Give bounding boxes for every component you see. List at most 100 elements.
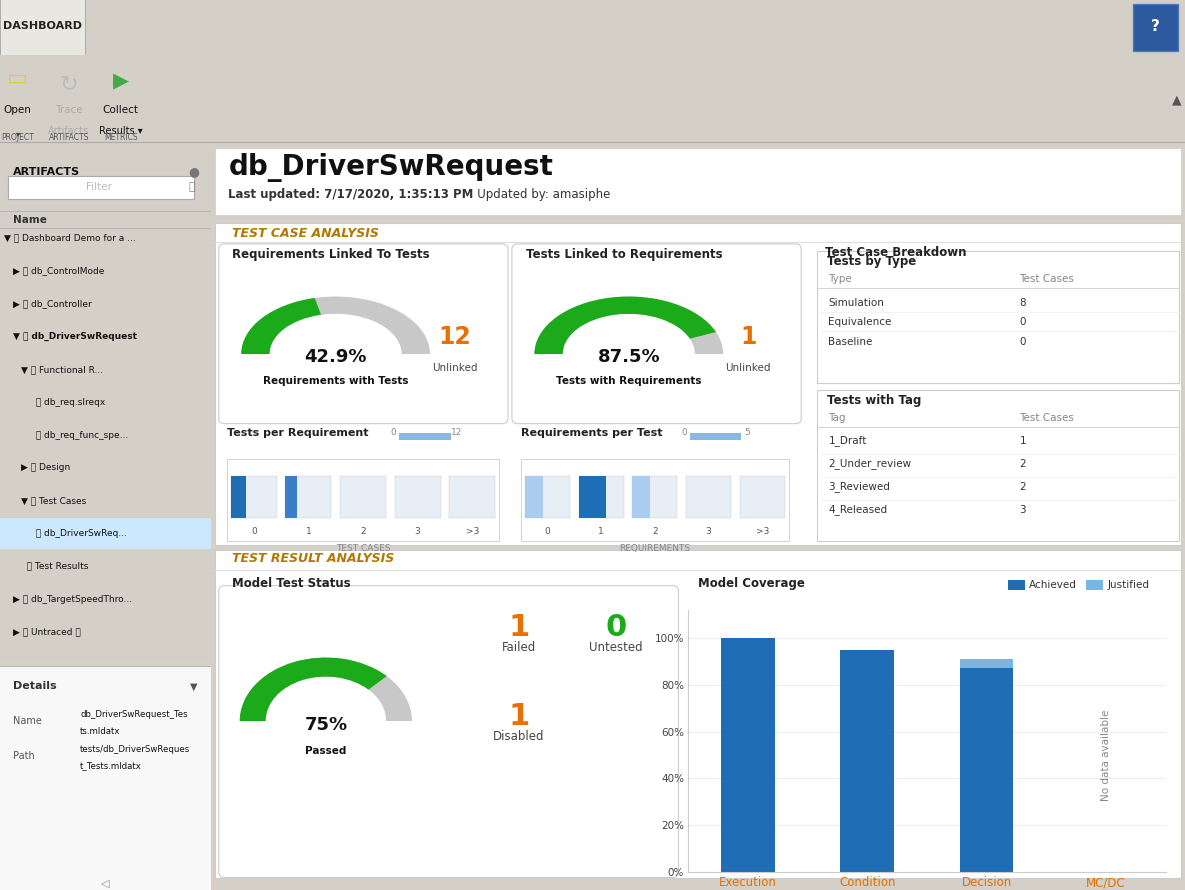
- Bar: [960, 668, 1013, 872]
- Text: 3: 3: [1019, 505, 1026, 515]
- FancyBboxPatch shape: [525, 475, 570, 518]
- Text: REQUIREMENTS: REQUIREMENTS: [620, 544, 691, 553]
- Text: Details: Details: [13, 682, 56, 692]
- FancyBboxPatch shape: [0, 0, 85, 55]
- FancyBboxPatch shape: [578, 475, 606, 518]
- FancyBboxPatch shape: [690, 433, 741, 440]
- FancyBboxPatch shape: [231, 475, 246, 518]
- FancyBboxPatch shape: [520, 459, 789, 541]
- Text: TEST CASE ANALYSIS: TEST CASE ANALYSIS: [232, 227, 379, 239]
- Text: 3_Reviewed: 3_Reviewed: [828, 481, 890, 492]
- FancyBboxPatch shape: [8, 176, 194, 198]
- Text: db_DriverSwRequest: db_DriverSwRequest: [229, 153, 553, 182]
- Text: Requirements with Tests: Requirements with Tests: [263, 376, 409, 386]
- FancyBboxPatch shape: [512, 244, 801, 424]
- Text: Tests by Type: Tests by Type: [827, 255, 916, 268]
- Text: 2: 2: [1019, 458, 1026, 469]
- Text: PROJECT: PROJECT: [1, 134, 34, 142]
- Text: 1: 1: [739, 325, 756, 349]
- Text: ts.mldatx: ts.mldatx: [81, 726, 121, 736]
- Text: 3: 3: [415, 527, 421, 536]
- Text: 2: 2: [360, 527, 366, 536]
- Text: ▶ 🖥 db_ControlMode: ▶ 🖥 db_ControlMode: [13, 266, 104, 276]
- Text: 0: 0: [681, 428, 687, 437]
- Text: ARTIFACTS: ARTIFACTS: [13, 166, 79, 177]
- Text: 2_Under_review: 2_Under_review: [828, 458, 911, 469]
- Text: 75%: 75%: [305, 716, 347, 734]
- FancyBboxPatch shape: [214, 222, 1181, 545]
- Text: ▼ 🖥 db_DriverSwRequest: ▼ 🖥 db_DriverSwRequest: [13, 332, 136, 341]
- Text: Name: Name: [13, 215, 46, 225]
- Text: Tag: Tag: [828, 413, 846, 424]
- Text: ▼ 🖥 Dashboard Demo for a ...: ▼ 🖥 Dashboard Demo for a ...: [5, 234, 136, 243]
- Text: Path: Path: [13, 751, 34, 761]
- Text: ▲: ▲: [1172, 93, 1181, 106]
- FancyBboxPatch shape: [231, 475, 277, 518]
- Text: TEST CASES: TEST CASES: [335, 544, 390, 553]
- Text: No data available: No data available: [1101, 709, 1110, 801]
- FancyBboxPatch shape: [286, 475, 332, 518]
- FancyBboxPatch shape: [633, 475, 678, 518]
- Text: Test Cases: Test Cases: [1019, 274, 1075, 285]
- Text: Artifacts: Artifacts: [49, 125, 89, 136]
- Text: Filter: Filter: [87, 182, 113, 192]
- Text: Tests Linked to Requirements: Tests Linked to Requirements: [526, 248, 722, 261]
- FancyBboxPatch shape: [525, 475, 543, 518]
- Text: Tests per Requirement: Tests per Requirement: [226, 427, 369, 438]
- Text: ↻: ↻: [59, 74, 78, 93]
- Text: Untested: Untested: [589, 642, 643, 654]
- Text: METRICS: METRICS: [104, 134, 137, 142]
- Text: 1: 1: [508, 613, 530, 642]
- Text: 3: 3: [705, 527, 711, 536]
- FancyBboxPatch shape: [0, 518, 211, 549]
- Wedge shape: [534, 296, 723, 354]
- Text: 0: 0: [606, 613, 627, 642]
- FancyBboxPatch shape: [399, 433, 450, 440]
- Text: >3: >3: [466, 527, 479, 536]
- FancyBboxPatch shape: [214, 148, 1181, 215]
- FancyBboxPatch shape: [340, 475, 386, 518]
- Text: ▶ 📁 Untraced ⓘ: ▶ 📁 Untraced ⓘ: [13, 627, 81, 636]
- Text: Requirements per Test: Requirements per Test: [520, 427, 662, 438]
- Text: Model Coverage: Model Coverage: [698, 578, 805, 590]
- Text: ?: ?: [1151, 19, 1160, 34]
- Text: Collect: Collect: [103, 105, 139, 116]
- Text: Disabled: Disabled: [493, 731, 544, 743]
- Text: 0: 0: [1019, 317, 1026, 328]
- Text: 42.9%: 42.9%: [305, 348, 367, 367]
- Text: ▼: ▼: [191, 682, 198, 692]
- Text: 0: 0: [251, 527, 257, 536]
- FancyBboxPatch shape: [633, 475, 651, 518]
- Text: db_DriverSwRequest_Tes: db_DriverSwRequest_Tes: [81, 710, 187, 719]
- Text: ⌕: ⌕: [188, 182, 196, 192]
- Text: Baseline: Baseline: [828, 336, 873, 347]
- Text: DASHBOARD: DASHBOARD: [4, 21, 82, 31]
- Bar: [720, 638, 775, 872]
- Text: Requirements Linked To Tests: Requirements Linked To Tests: [232, 248, 430, 261]
- FancyBboxPatch shape: [0, 667, 211, 890]
- Wedge shape: [242, 298, 321, 354]
- Text: tests/db_DriverSwReques: tests/db_DriverSwReques: [81, 745, 191, 755]
- Text: 📄 db_DriverSwReq...: 📄 db_DriverSwReq...: [30, 529, 127, 538]
- Text: 1: 1: [1019, 435, 1026, 446]
- Wedge shape: [534, 296, 716, 354]
- FancyBboxPatch shape: [816, 390, 1179, 541]
- FancyBboxPatch shape: [739, 475, 784, 518]
- Text: Equivalence: Equivalence: [828, 317, 892, 328]
- Text: Simulation: Simulation: [828, 297, 884, 308]
- Text: ▭: ▭: [7, 69, 28, 89]
- Text: 12: 12: [450, 428, 462, 437]
- FancyBboxPatch shape: [449, 475, 495, 518]
- Text: >3: >3: [756, 527, 769, 536]
- Text: Unlinked: Unlinked: [433, 362, 478, 373]
- Text: Results ▾: Results ▾: [100, 125, 142, 136]
- Text: 8: 8: [1019, 297, 1026, 308]
- Text: ▶ 📁 Design: ▶ 📁 Design: [21, 464, 70, 473]
- Text: ▾: ▾: [15, 129, 20, 138]
- Text: 📄 db_req_func_spe...: 📄 db_req_func_spe...: [30, 431, 128, 440]
- Text: Test Cases: Test Cases: [1019, 413, 1075, 424]
- FancyBboxPatch shape: [214, 550, 1181, 878]
- Text: 0: 0: [390, 428, 396, 437]
- Text: ▶ 🖥 db_TargetSpeedThro...: ▶ 🖥 db_TargetSpeedThro...: [13, 595, 132, 603]
- Text: 1_Draft: 1_Draft: [828, 435, 867, 446]
